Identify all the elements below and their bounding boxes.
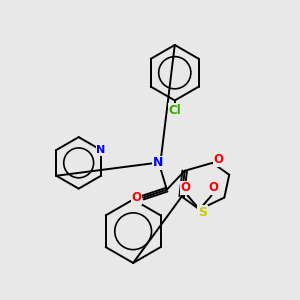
Text: Cl: Cl: [168, 104, 181, 117]
Text: O: O: [213, 153, 224, 167]
Text: O: O: [181, 181, 191, 194]
Text: N: N: [96, 145, 106, 155]
Text: O: O: [131, 191, 141, 204]
Text: N: N: [153, 156, 163, 170]
Text: O: O: [208, 181, 218, 194]
Text: S: S: [198, 206, 207, 219]
